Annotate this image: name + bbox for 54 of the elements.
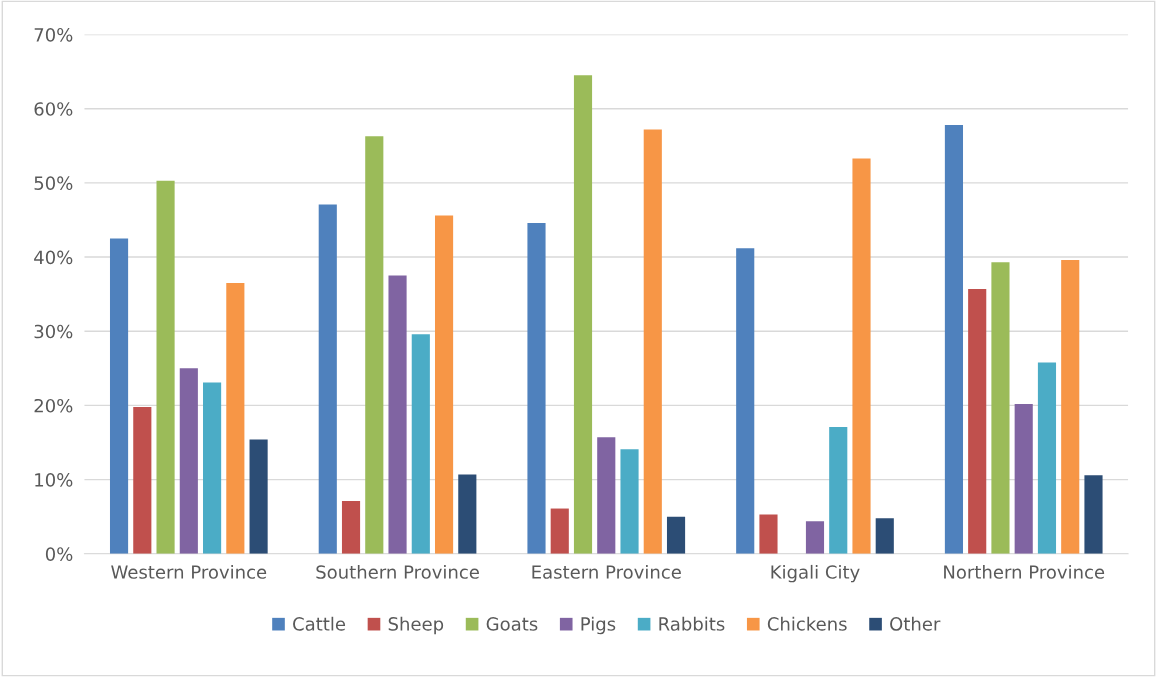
bar [968, 288, 987, 554]
legend-label: Chickens [767, 616, 847, 631]
bar [318, 204, 337, 554]
y-tick-label: 10% [35, 473, 73, 487]
bar [736, 248, 755, 554]
legend-label: Pigs [581, 616, 616, 635]
y-tick-label: 60% [34, 102, 73, 116]
legend-label: Cattle [293, 616, 346, 631]
bar [133, 406, 152, 554]
bar [944, 125, 964, 554]
bar [573, 75, 593, 554]
x-tick-label: Southern Province [316, 564, 479, 579]
bar [203, 382, 222, 554]
bar [991, 262, 1010, 554]
bar [643, 129, 662, 554]
bar [341, 501, 361, 554]
legend-label: Sheep [388, 616, 444, 635]
bar [759, 514, 778, 554]
bar [805, 521, 825, 554]
x-tick-label: Northern Province [944, 564, 1105, 579]
legend-label: Goats [486, 617, 538, 631]
bar [829, 426, 848, 554]
legend-label: Other [890, 616, 941, 631]
y-tick-label: 40% [34, 250, 73, 265]
bar [388, 275, 407, 554]
y-tick-label: 0% [45, 547, 73, 561]
bar [411, 334, 430, 554]
bar [875, 518, 894, 554]
bar [109, 238, 129, 554]
x-tick-label: Eastern Province [532, 564, 681, 579]
bar [365, 136, 384, 554]
bar [620, 449, 639, 554]
bar [156, 180, 175, 554]
y-tick-label: 20% [34, 398, 73, 413]
bar [1061, 260, 1080, 554]
bar [179, 368, 198, 554]
bar [458, 474, 477, 554]
bar [666, 516, 686, 554]
y-tick-label: 70% [34, 27, 73, 42]
bar [1014, 403, 1033, 554]
bar [852, 158, 871, 554]
bar [527, 222, 546, 554]
y-tick-label: 50% [34, 176, 73, 190]
bar [550, 508, 569, 554]
x-tick-label: Kigali City [771, 564, 860, 583]
legend-label: Rabbits [659, 616, 725, 631]
bar [249, 439, 268, 554]
bar [434, 215, 454, 554]
bar [226, 283, 245, 554]
bar [597, 437, 616, 554]
bar [1037, 362, 1057, 554]
x-tick-label: Western Province [111, 564, 267, 579]
bar [1084, 475, 1103, 554]
y-tick-label: 30% [34, 324, 73, 339]
